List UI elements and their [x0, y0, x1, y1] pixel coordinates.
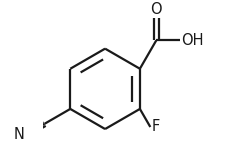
Text: OH: OH [181, 33, 204, 48]
Text: N: N [13, 127, 24, 142]
Text: F: F [152, 119, 160, 134]
Text: O: O [150, 2, 162, 17]
